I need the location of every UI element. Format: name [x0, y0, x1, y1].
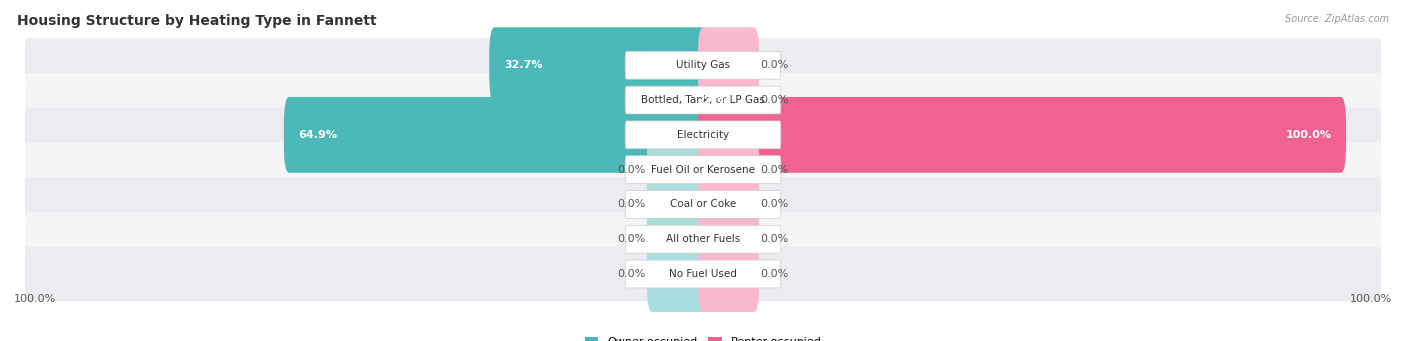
FancyBboxPatch shape [647, 201, 709, 277]
Text: 0.0%: 0.0% [761, 199, 789, 209]
Text: 0.0%: 0.0% [761, 234, 789, 244]
FancyBboxPatch shape [25, 247, 1381, 301]
FancyBboxPatch shape [697, 166, 759, 242]
Text: 100.0%: 100.0% [14, 294, 56, 304]
Text: All other Fuels: All other Fuels [666, 234, 740, 244]
Text: 0.0%: 0.0% [761, 95, 789, 105]
Text: 2.4%: 2.4% [697, 95, 728, 105]
FancyBboxPatch shape [697, 97, 1346, 173]
FancyBboxPatch shape [25, 73, 1381, 127]
Text: No Fuel Used: No Fuel Used [669, 269, 737, 279]
FancyBboxPatch shape [25, 143, 1381, 197]
Text: Electricity: Electricity [676, 130, 730, 140]
FancyBboxPatch shape [697, 201, 759, 277]
FancyBboxPatch shape [626, 121, 780, 149]
FancyBboxPatch shape [25, 177, 1381, 232]
Text: Bottled, Tank, or LP Gas: Bottled, Tank, or LP Gas [641, 95, 765, 105]
Text: 32.7%: 32.7% [503, 60, 543, 70]
Text: 100.0%: 100.0% [1285, 130, 1331, 140]
Text: 100.0%: 100.0% [1350, 294, 1392, 304]
Text: 0.0%: 0.0% [617, 165, 645, 175]
FancyBboxPatch shape [626, 260, 780, 288]
FancyBboxPatch shape [626, 191, 780, 218]
FancyBboxPatch shape [25, 38, 1381, 92]
FancyBboxPatch shape [697, 62, 759, 138]
FancyBboxPatch shape [626, 86, 780, 114]
FancyBboxPatch shape [697, 236, 759, 312]
Text: 0.0%: 0.0% [761, 165, 789, 175]
Text: Coal or Coke: Coal or Coke [669, 199, 737, 209]
FancyBboxPatch shape [647, 236, 709, 312]
FancyBboxPatch shape [626, 51, 780, 79]
FancyBboxPatch shape [697, 132, 759, 208]
Text: Housing Structure by Heating Type in Fannett: Housing Structure by Heating Type in Fan… [17, 14, 377, 28]
Text: 0.0%: 0.0% [761, 60, 789, 70]
Text: 64.9%: 64.9% [298, 130, 337, 140]
Legend: Owner-occupied, Renter-occupied: Owner-occupied, Renter-occupied [581, 332, 825, 341]
Text: Source: ZipAtlas.com: Source: ZipAtlas.com [1285, 14, 1389, 24]
Text: Utility Gas: Utility Gas [676, 60, 730, 70]
FancyBboxPatch shape [284, 97, 709, 173]
FancyBboxPatch shape [647, 166, 709, 242]
FancyBboxPatch shape [682, 62, 709, 138]
Text: 0.0%: 0.0% [617, 269, 645, 279]
Text: 0.0%: 0.0% [617, 199, 645, 209]
FancyBboxPatch shape [647, 132, 709, 208]
FancyBboxPatch shape [489, 27, 709, 103]
FancyBboxPatch shape [25, 108, 1381, 162]
FancyBboxPatch shape [25, 212, 1381, 266]
FancyBboxPatch shape [626, 156, 780, 183]
FancyBboxPatch shape [697, 27, 759, 103]
Text: Fuel Oil or Kerosene: Fuel Oil or Kerosene [651, 165, 755, 175]
Text: 0.0%: 0.0% [617, 234, 645, 244]
FancyBboxPatch shape [626, 225, 780, 253]
Text: 0.0%: 0.0% [761, 269, 789, 279]
